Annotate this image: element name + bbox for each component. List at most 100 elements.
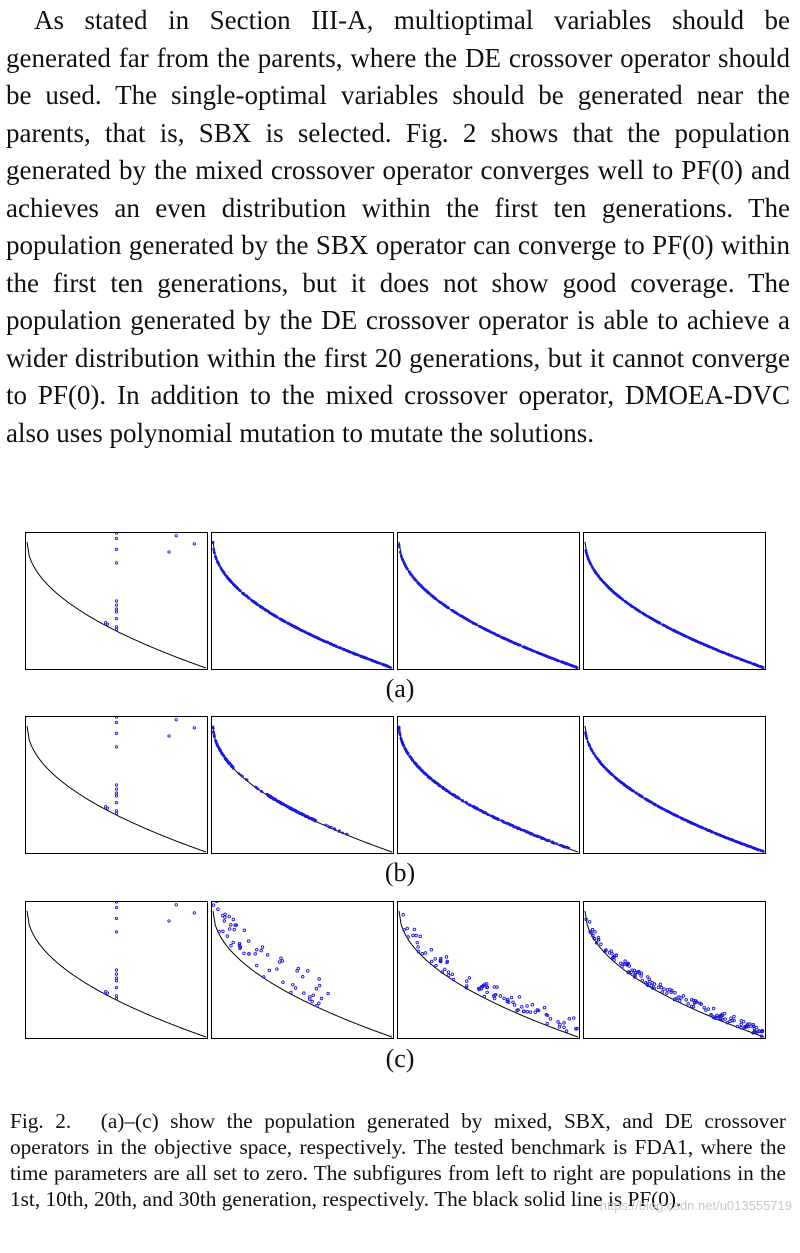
population-point bbox=[281, 980, 285, 984]
population-point bbox=[295, 810, 299, 814]
population-point bbox=[545, 1013, 550, 1018]
population-point bbox=[720, 1012, 724, 1016]
population-point bbox=[464, 986, 468, 990]
population-point bbox=[217, 746, 221, 750]
population-point bbox=[420, 951, 425, 956]
population-point bbox=[741, 842, 745, 846]
population-point bbox=[592, 936, 597, 941]
population-point bbox=[612, 774, 615, 778]
population-point bbox=[484, 811, 488, 815]
population-point bbox=[652, 982, 657, 986]
population-point bbox=[494, 817, 498, 821]
population-point bbox=[723, 651, 727, 655]
population-point bbox=[572, 1016, 576, 1020]
population-point bbox=[553, 657, 556, 661]
population-point bbox=[575, 666, 579, 669]
population-point bbox=[114, 968, 119, 972]
population-point bbox=[594, 571, 598, 575]
population-point bbox=[311, 993, 315, 998]
population-point bbox=[247, 952, 251, 956]
population-point bbox=[167, 550, 171, 554]
population-point bbox=[227, 927, 232, 931]
population-point bbox=[293, 986, 298, 990]
population-point bbox=[711, 1006, 716, 1011]
population-point bbox=[114, 561, 119, 565]
population-point bbox=[670, 989, 674, 993]
population-point bbox=[444, 955, 449, 959]
population-point bbox=[521, 645, 525, 649]
population-point bbox=[405, 926, 409, 931]
population-point bbox=[511, 824, 515, 827]
population-point bbox=[114, 902, 119, 904]
population-point bbox=[498, 994, 503, 998]
pareto-front-line bbox=[212, 725, 393, 853]
population-point bbox=[694, 823, 697, 826]
population-point bbox=[562, 1021, 566, 1025]
population-point bbox=[268, 611, 271, 614]
plot-panel-a-30 bbox=[583, 532, 766, 670]
population-point bbox=[328, 825, 331, 829]
population-point bbox=[442, 787, 445, 790]
population-point bbox=[467, 803, 471, 806]
population-point bbox=[733, 655, 737, 659]
population-point bbox=[637, 969, 641, 974]
population-point bbox=[517, 995, 522, 999]
population-point bbox=[258, 604, 261, 607]
population-point bbox=[236, 587, 240, 590]
population-point bbox=[260, 790, 264, 794]
population-point bbox=[524, 646, 527, 649]
population-point bbox=[630, 788, 634, 792]
population-point bbox=[465, 984, 469, 988]
population-point bbox=[605, 584, 609, 588]
population-point bbox=[686, 820, 690, 823]
population-point bbox=[217, 563, 221, 566]
population-point bbox=[275, 967, 279, 971]
pareto-front-line bbox=[398, 910, 579, 1038]
population-point bbox=[422, 771, 426, 774]
population-point bbox=[212, 549, 216, 552]
pareto-front-line bbox=[398, 725, 579, 853]
population-point bbox=[229, 943, 233, 948]
population-point bbox=[479, 985, 484, 989]
population-point bbox=[114, 533, 119, 535]
population-point bbox=[626, 970, 631, 974]
population-point bbox=[567, 846, 571, 850]
scatter-plot bbox=[584, 910, 765, 1038]
population-point bbox=[411, 758, 414, 762]
population-point bbox=[739, 657, 742, 661]
population-point bbox=[720, 834, 724, 838]
scatter-plot bbox=[398, 541, 579, 669]
population-point bbox=[398, 551, 402, 554]
population-point bbox=[349, 650, 353, 654]
population-point bbox=[114, 625, 119, 629]
population-point bbox=[584, 734, 588, 737]
body-paragraph: As stated in Section III-A, multioptimal… bbox=[6, 5, 790, 448]
population-point bbox=[464, 800, 467, 804]
population-point bbox=[114, 794, 119, 798]
population-point bbox=[260, 945, 265, 949]
population-point bbox=[282, 803, 286, 807]
plot-panel-b-20 bbox=[397, 716, 580, 854]
population-point bbox=[335, 645, 338, 648]
population-point bbox=[326, 641, 330, 644]
population-point bbox=[439, 601, 443, 605]
population-point bbox=[475, 623, 478, 626]
population-point bbox=[225, 759, 228, 762]
population-point bbox=[443, 967, 447, 972]
population-point bbox=[739, 1022, 743, 1027]
population-point bbox=[639, 974, 643, 978]
population-point bbox=[114, 536, 119, 541]
population-point bbox=[508, 639, 512, 643]
population-point bbox=[653, 803, 657, 806]
population-point bbox=[726, 836, 729, 840]
population-point bbox=[167, 919, 171, 923]
population-point bbox=[755, 847, 759, 851]
population-point bbox=[686, 1002, 690, 1006]
population-point bbox=[694, 639, 698, 643]
population-point bbox=[737, 841, 741, 844]
population-point bbox=[288, 623, 292, 626]
population-point bbox=[757, 1029, 761, 1033]
population-point bbox=[652, 618, 656, 622]
population-point bbox=[192, 726, 196, 730]
population-point bbox=[646, 615, 650, 618]
